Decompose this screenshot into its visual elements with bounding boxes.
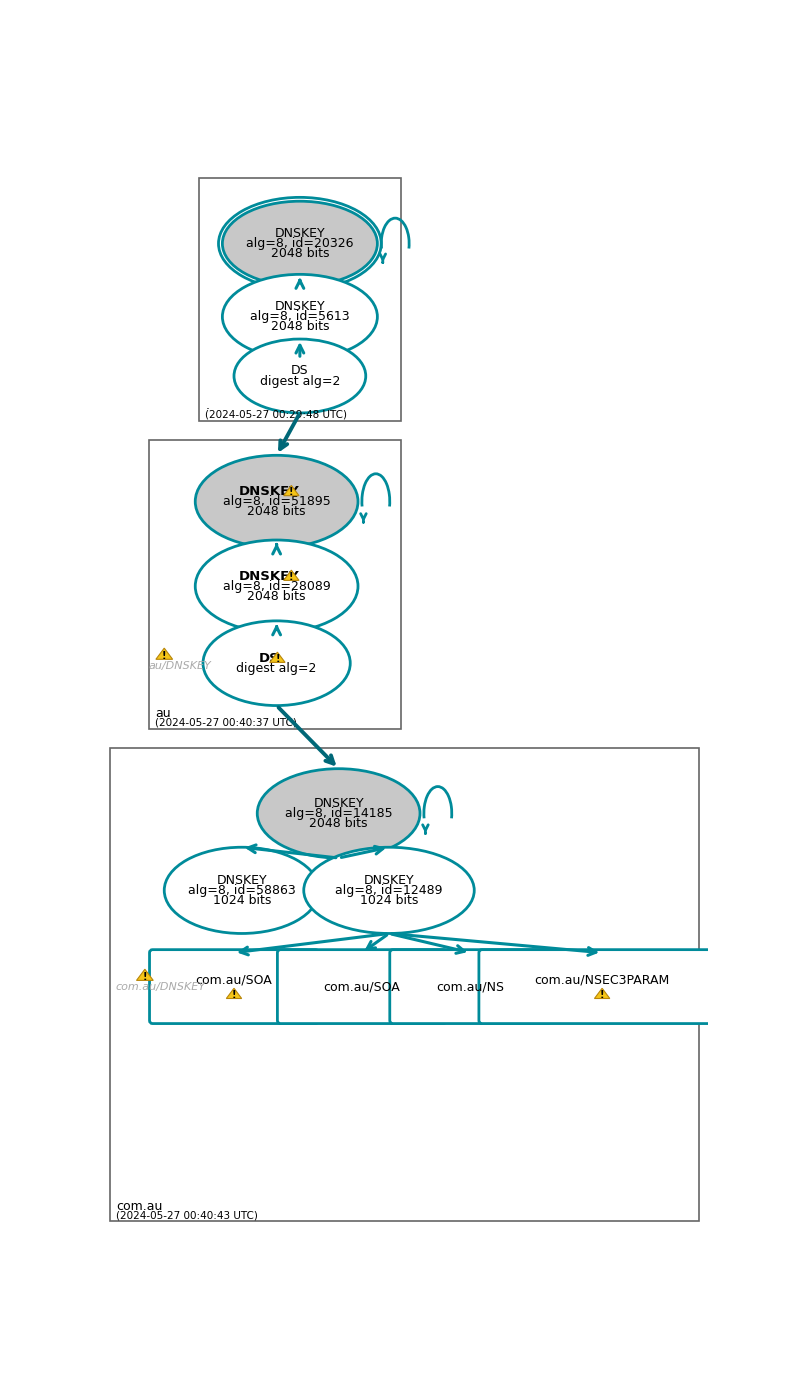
- Ellipse shape: [164, 847, 320, 934]
- Ellipse shape: [203, 620, 350, 705]
- Bar: [110, 748, 699, 1221]
- Text: !: !: [289, 487, 294, 497]
- Text: (2024-05-27 00:29:48 UTC): (2024-05-27 00:29:48 UTC): [205, 409, 347, 421]
- Text: DNSKEY: DNSKEY: [275, 228, 325, 240]
- Ellipse shape: [223, 275, 378, 359]
- Text: 2048 bits: 2048 bits: [247, 505, 306, 518]
- Text: !: !: [162, 651, 167, 661]
- Text: alg=8, id=14185: alg=8, id=14185: [285, 806, 393, 820]
- Text: com.au/DNSKEY: com.au/DNSKEY: [116, 981, 205, 991]
- Ellipse shape: [223, 201, 378, 286]
- Text: alg=8, id=58863: alg=8, id=58863: [188, 884, 296, 897]
- FancyBboxPatch shape: [390, 949, 551, 1023]
- Text: DS: DS: [291, 365, 309, 378]
- Text: !: !: [231, 990, 236, 1001]
- Text: com.au/SOA: com.au/SOA: [323, 980, 401, 992]
- Text: !: !: [289, 572, 294, 582]
- Polygon shape: [136, 969, 153, 980]
- Ellipse shape: [195, 540, 358, 633]
- Bar: [149, 440, 401, 729]
- Text: !: !: [142, 972, 147, 981]
- Text: alg=8, id=28089: alg=8, id=28089: [223, 580, 331, 593]
- Polygon shape: [283, 486, 299, 496]
- Text: DNSKEY: DNSKEY: [238, 569, 299, 583]
- FancyBboxPatch shape: [277, 949, 446, 1023]
- Polygon shape: [283, 570, 299, 580]
- Text: 2048 bits: 2048 bits: [271, 321, 329, 333]
- Text: DS: DS: [258, 652, 279, 665]
- Ellipse shape: [257, 769, 420, 858]
- Ellipse shape: [195, 455, 358, 548]
- Text: (2024-05-27 00:40:37 UTC): (2024-05-27 00:40:37 UTC): [155, 718, 297, 727]
- Text: au/DNSKEY: au/DNSKEY: [149, 661, 211, 670]
- FancyBboxPatch shape: [150, 949, 319, 1023]
- Text: DNSKEY: DNSKEY: [238, 484, 299, 498]
- Text: 2048 bits: 2048 bits: [271, 247, 329, 260]
- Text: com.au/SOA: com.au/SOA: [196, 974, 272, 987]
- Text: 2048 bits: 2048 bits: [247, 590, 306, 602]
- Text: .: .: [205, 400, 209, 412]
- Text: DNSKEY: DNSKEY: [364, 874, 414, 887]
- Text: alg=8, id=51895: alg=8, id=51895: [223, 496, 331, 508]
- Text: !: !: [275, 654, 279, 663]
- Text: DNSKEY: DNSKEY: [313, 797, 364, 809]
- Text: DNSKEY: DNSKEY: [275, 300, 325, 314]
- Ellipse shape: [234, 339, 366, 414]
- Text: 1024 bits: 1024 bits: [360, 894, 418, 906]
- Polygon shape: [227, 988, 242, 998]
- Polygon shape: [270, 652, 285, 662]
- Text: com.au/NSEC3PARAM: com.au/NSEC3PARAM: [534, 974, 670, 987]
- Bar: [199, 178, 401, 421]
- Text: alg=8, id=12489: alg=8, id=12489: [335, 884, 443, 897]
- Ellipse shape: [304, 847, 475, 934]
- Polygon shape: [594, 988, 610, 998]
- Text: digest alg=2: digest alg=2: [260, 375, 340, 387]
- Text: 1024 bits: 1024 bits: [212, 894, 271, 906]
- Text: digest alg=2: digest alg=2: [236, 662, 317, 675]
- Text: DNSKEY: DNSKEY: [216, 874, 267, 887]
- Text: alg=8, id=5613: alg=8, id=5613: [250, 310, 349, 323]
- Text: au: au: [155, 706, 171, 720]
- Text: (2024-05-27 00:40:43 UTC): (2024-05-27 00:40:43 UTC): [116, 1210, 258, 1220]
- Polygon shape: [156, 648, 172, 659]
- Text: alg=8, id=20326: alg=8, id=20326: [246, 237, 353, 250]
- Text: 2048 bits: 2048 bits: [309, 818, 368, 830]
- Text: com.au: com.au: [116, 1199, 163, 1213]
- FancyBboxPatch shape: [479, 949, 726, 1023]
- Text: com.au/NS: com.au/NS: [436, 980, 504, 992]
- Text: !: !: [600, 990, 604, 1001]
